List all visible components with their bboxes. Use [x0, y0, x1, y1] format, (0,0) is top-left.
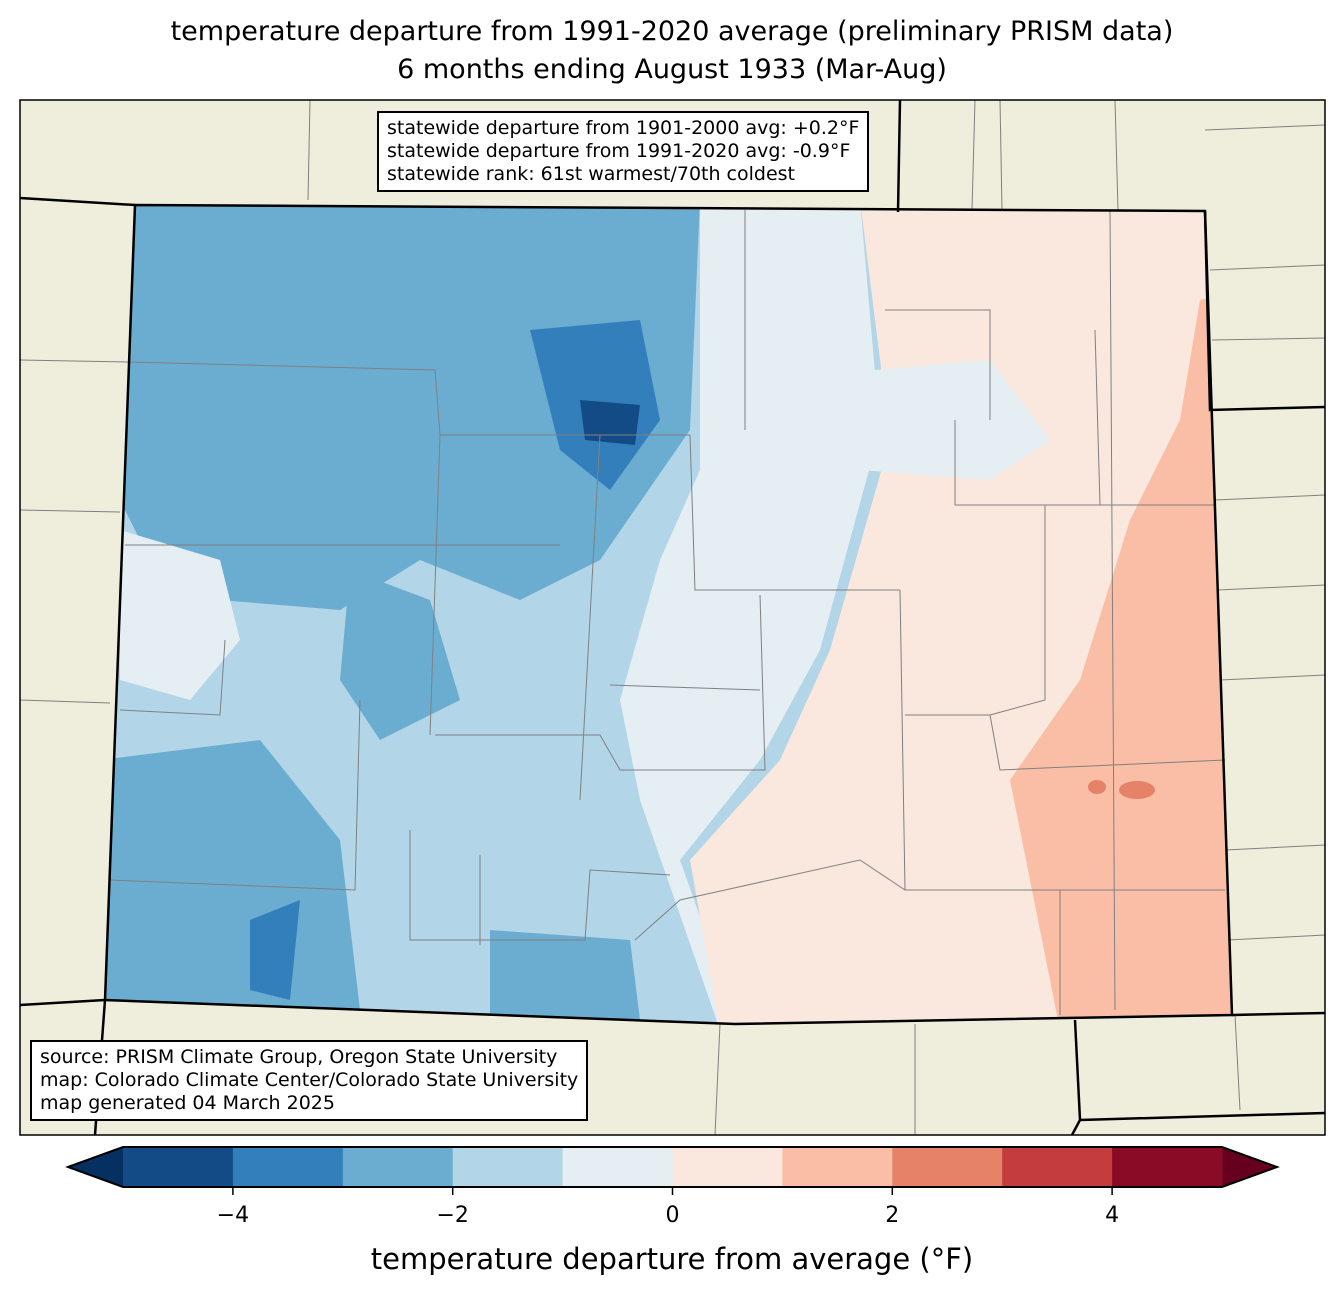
colorbar-segment [123, 1147, 234, 1187]
band-minus3-minus2-south [490, 930, 640, 1020]
stat-rank: statewide rank: 61st warmest/70th coldes… [387, 163, 796, 185]
colorbar-segment [1112, 1147, 1223, 1187]
colorbar-segment [452, 1147, 564, 1187]
map-frame [19, 99, 1326, 1136]
band-1-2 [1010, 290, 1232, 1024]
band-minus1-0-west [120, 530, 240, 700]
colorbar-under-arrow [68, 1147, 123, 1187]
colorbar-segment [672, 1147, 783, 1187]
band-minus1-0-east [760, 360, 1050, 480]
colorbar-tick-label: 2 [885, 1203, 900, 1228]
credit-map: map: Colorado Climate Center/Colorado St… [40, 1069, 579, 1091]
colorbar-over-arrow [1222, 1147, 1277, 1187]
colorbar-tick-label: −2 [436, 1203, 469, 1228]
stat-departure-1901-2000: statewide departure from 1901-2000 avg: … [387, 117, 860, 139]
band-minus4-minus3-sw [250, 900, 300, 1000]
neighbor-state-lines [19, 99, 1326, 1136]
colorbar-tick-label: 0 [665, 1203, 680, 1228]
colorado-border [103, 203, 1234, 1026]
credit-source: source: PRISM Climate Group, Oregon Stat… [40, 1046, 558, 1068]
colorbar-segment [562, 1147, 673, 1187]
colorbar-segment [782, 1147, 893, 1187]
title-line1: temperature departure from 1991-2020 ave… [170, 16, 1174, 47]
temperature-field [105, 205, 1232, 1024]
colorbar-segment [1002, 1147, 1113, 1187]
credits-box: source: PRISM Climate Group, Oregon Stat… [30, 1040, 589, 1121]
colorbar-outline [65, 1146, 1280, 1188]
band-2-3-b [1088, 780, 1106, 794]
band-minus3-minus2-north [110, 205, 700, 610]
band-minus3-minus2-central [340, 570, 460, 740]
colorbar-segment [232, 1147, 344, 1187]
colorbar-tick-label: −4 [216, 1203, 250, 1228]
colorbar-segment [342, 1147, 454, 1187]
colorbar-tick-label: 4 [1105, 1203, 1120, 1228]
stat-departure-1991-2020: statewide departure from 1991-2020 avg: … [387, 140, 851, 162]
credit-generated: map generated 04 March 2025 [40, 1092, 335, 1114]
colorbar [65, 1146, 1280, 1195]
title-line2: 6 months ending August 1933 (Mar-Aug) [397, 54, 947, 85]
band-minus5-minus4 [580, 400, 640, 445]
colorbar-label: temperature departure from average (°F) [370, 1242, 974, 1276]
band-2-3 [1119, 781, 1155, 799]
county-lines [109, 209, 1226, 1015]
stats-box: statewide departure from 1901-2000 avg: … [377, 111, 870, 192]
colorbar-segment [892, 1147, 1003, 1187]
